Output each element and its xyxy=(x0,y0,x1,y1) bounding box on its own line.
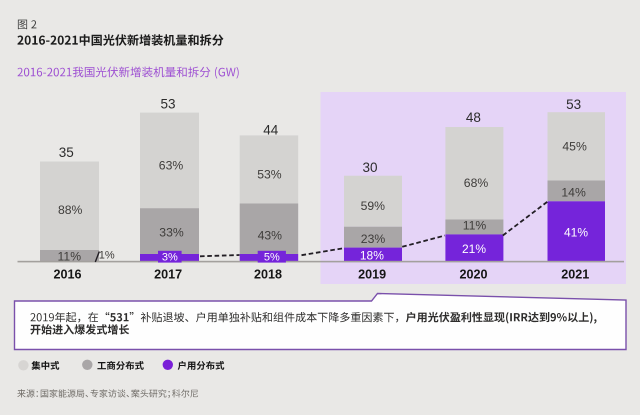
svg-text:2020: 2020 xyxy=(459,268,487,282)
svg-text:18%: 18% xyxy=(360,249,384,263)
svg-text:1%: 1% xyxy=(99,250,115,262)
svg-text:14%: 14% xyxy=(561,185,586,199)
svg-text:5%: 5% xyxy=(264,252,280,264)
svg-text:30: 30 xyxy=(362,160,377,175)
svg-text:63%: 63% xyxy=(159,159,184,173)
svg-text:23%: 23% xyxy=(361,232,386,246)
svg-text:53: 53 xyxy=(160,96,175,111)
svg-text:53: 53 xyxy=(566,97,581,112)
svg-text:68%: 68% xyxy=(464,176,489,190)
svg-text:41%: 41% xyxy=(564,226,588,240)
svg-text:53%: 53% xyxy=(257,167,282,181)
svg-text:2016: 2016 xyxy=(53,268,81,282)
svg-text:2021: 2021 xyxy=(561,268,589,282)
svg-text:43%: 43% xyxy=(258,228,283,242)
svg-text:11%: 11% xyxy=(58,250,82,264)
svg-text:2019: 2019 xyxy=(358,268,386,282)
svg-text:2018: 2018 xyxy=(254,268,282,282)
svg-text:45%: 45% xyxy=(562,140,587,154)
svg-text:3%: 3% xyxy=(162,252,178,264)
svg-text:11%: 11% xyxy=(463,219,487,233)
svg-text:2017: 2017 xyxy=(154,268,182,282)
svg-text:59%: 59% xyxy=(361,199,386,213)
svg-text:44: 44 xyxy=(263,123,279,138)
svg-text:35: 35 xyxy=(59,145,74,160)
svg-text:88%: 88% xyxy=(58,203,83,217)
svg-text:48: 48 xyxy=(466,110,481,125)
svg-text:33%: 33% xyxy=(159,226,184,240)
svg-text:21%: 21% xyxy=(462,242,486,256)
